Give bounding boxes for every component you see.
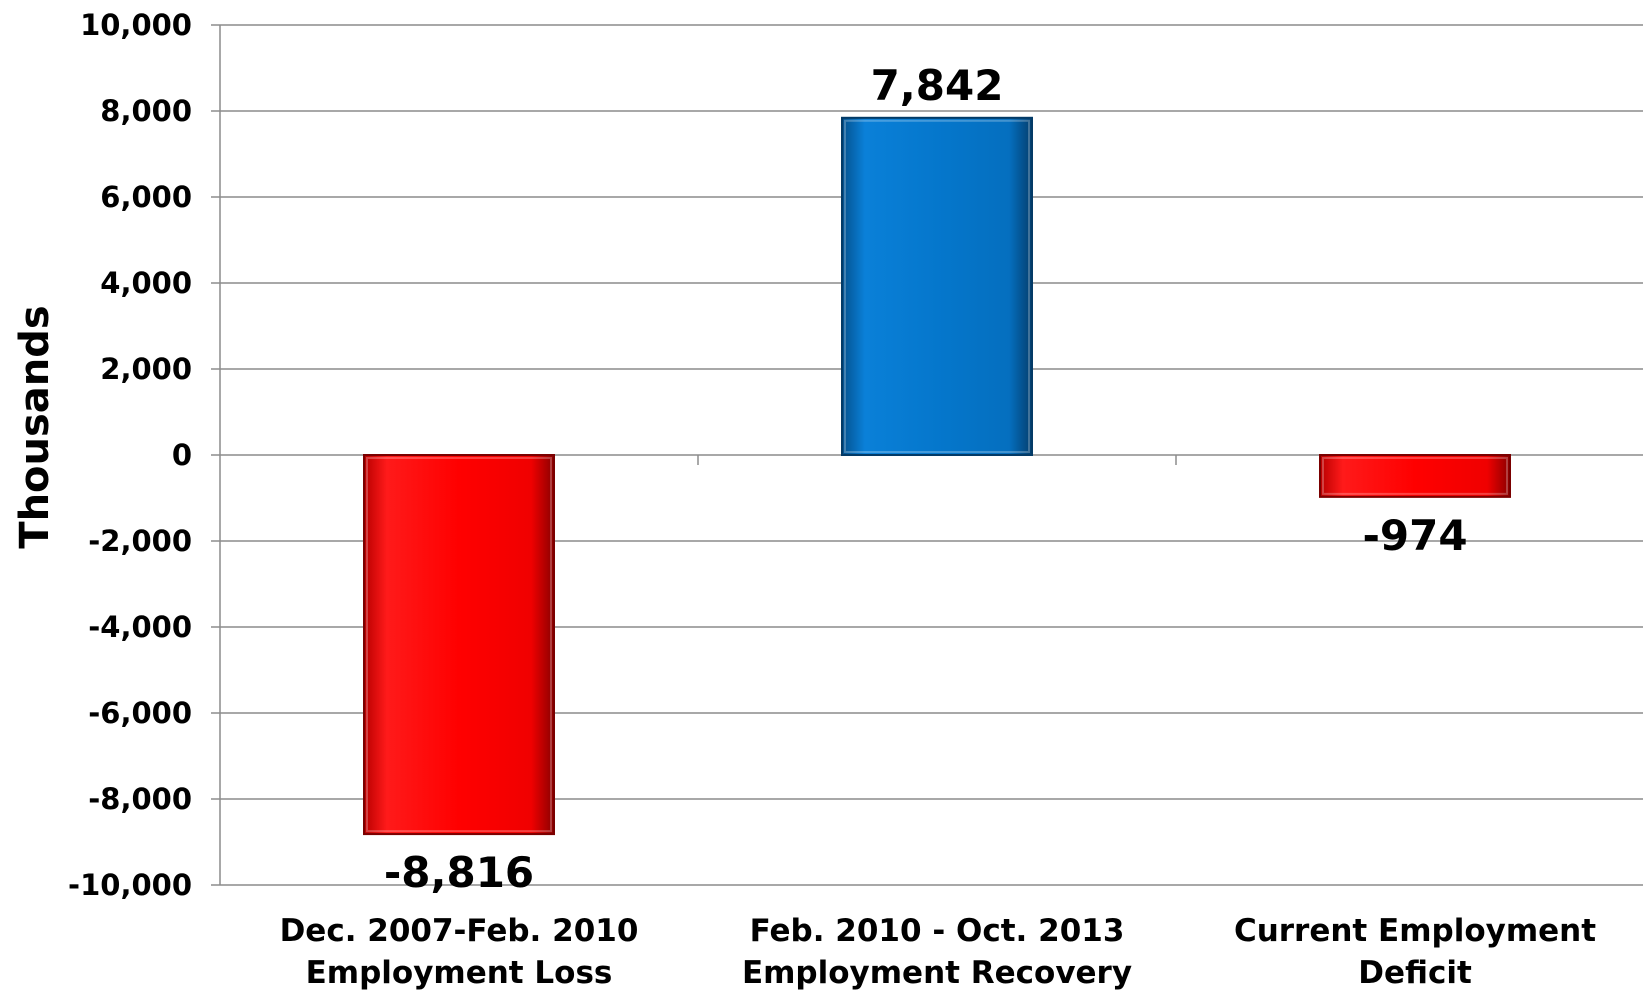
bar-2 [841,116,1033,456]
y-tick-label: 6,000 [100,180,192,214]
x-category-label: Current Employment [1234,913,1596,949]
y-tick-label: 10,000 [80,8,192,42]
y-axis-tick-labels: 10,000 8,000 6,000 4,000 2,000 0 -2,000 -4,000 -… [68,8,192,902]
y-tick-label: -10,000 [68,868,192,902]
data-label-3: -974 [1362,511,1467,560]
data-labels: -8,816 7,842 -974 [384,61,1468,897]
x-category-label: Employment Loss [306,955,613,991]
data-label-1: -8,816 [384,848,534,897]
x-category-label: Deficit [1358,955,1472,991]
y-tick-label: -2,000 [88,524,192,558]
y-tick-label: 0 [172,438,192,472]
data-label-2: 7,842 [871,61,1004,110]
x-category-label: Employment Recovery [742,955,1132,991]
y-tick-label: 2,000 [100,352,192,386]
y-tick-label: -8,000 [88,782,192,816]
x-category-label: Dec. 2007-Feb. 2010 [280,913,639,949]
bar-1 [363,454,555,836]
bar-bevel [844,119,1030,453]
y-tick-label: -6,000 [88,696,192,730]
bar-3 [1319,454,1511,498]
y-tick-label: 4,000 [100,266,192,300]
x-category-label: Feb. 2010 - Oct. 2013 [750,913,1125,949]
bars [363,116,1511,836]
bar-bevel [1322,457,1508,495]
y-tick-label: -4,000 [88,610,192,644]
y-axis-title: Thousands [12,305,58,548]
x-axis-category-labels: Dec. 2007-Feb. 2010 Employment Loss Feb. 2… [280,913,1597,991]
bar-bevel [366,457,552,833]
y-tick-label: 8,000 [100,94,192,128]
